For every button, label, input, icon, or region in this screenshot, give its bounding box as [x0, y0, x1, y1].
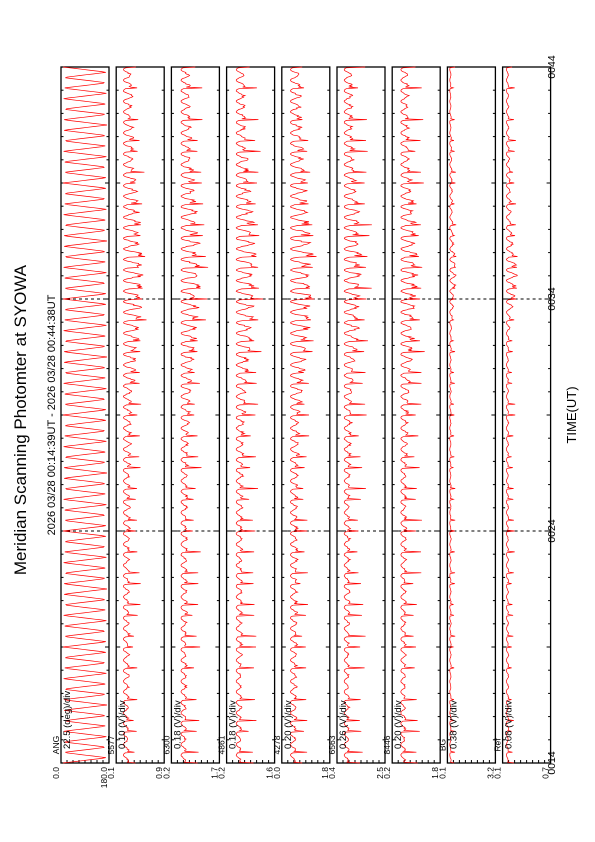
channel-name: 6563 — [327, 735, 337, 754]
value-max-label: 0.7 — [541, 767, 551, 779]
value-max-label: 1.8 — [430, 767, 440, 779]
x-tick-labels: 0014 0024 0034 0044 — [546, 55, 558, 775]
trace-ref — [505, 66, 518, 764]
trace-bg — [449, 66, 457, 764]
scale-label: 0.18 (V)/div — [228, 700, 239, 749]
panel-frame — [170, 66, 221, 764]
channel-name: BG — [437, 739, 447, 751]
trace-6563 — [343, 66, 372, 764]
scale-label: 22.5 (deg)/div — [62, 691, 73, 749]
x-tick-label: 0044 — [546, 55, 558, 79]
value-max-label: 1.7 — [209, 767, 219, 779]
value-max-label: 180.0 — [99, 767, 109, 789]
value-min-label: 0.0 — [272, 767, 282, 779]
scale-label: 0.20 (V)/div — [283, 700, 294, 749]
panel-frame — [391, 66, 441, 764]
panel-frame — [446, 66, 497, 764]
channel-name: ANG — [51, 736, 61, 754]
value-min-label: 0.1 — [493, 767, 503, 779]
trace-4861 — [235, 66, 264, 764]
channel-name: 4278 — [272, 735, 282, 754]
channel-name: 8446 — [382, 735, 392, 754]
value-min-label: 0.1 — [437, 767, 447, 779]
x-tick-label: 0024 — [546, 519, 558, 543]
scale-label: 0.38 (V)/div — [448, 700, 459, 749]
trace-5577 — [122, 66, 147, 764]
channel-name: 5577 — [106, 735, 116, 754]
channel-name: Ref — [493, 738, 503, 752]
panel-frame — [60, 66, 110, 764]
channel-name: 4861 — [217, 735, 227, 754]
value-max-label: 2.5 — [375, 767, 385, 779]
trace-ang — [62, 66, 108, 764]
scale-label: 0.26 (V)/div — [338, 700, 349, 749]
value-min-label: 0.4 — [327, 767, 337, 779]
x-axis-label: TIME(UT) — [564, 386, 579, 443]
value-min-label: 0.2 — [382, 767, 392, 779]
x-tick-label: 0014 — [546, 751, 558, 775]
chart-period: 2026 03/28 00:14:39UT - 2026 03/28 00:44… — [46, 294, 58, 535]
value-min-label: 0.0 — [51, 767, 61, 779]
channel-name: 6300 — [161, 735, 171, 754]
value-min-label: 0.2 — [161, 767, 171, 779]
trace-6300 — [180, 66, 209, 764]
scale-label: 0.08 (V)/div — [504, 700, 515, 749]
value-min-label: 0.2 — [217, 767, 227, 779]
panel-frame — [115, 66, 165, 764]
scale-label: 0.18 (V)/div — [172, 700, 183, 749]
value-max-label: 1.8 — [320, 767, 330, 779]
scale-label: 0.20 (V)/div — [393, 700, 404, 749]
trace-4278 — [289, 66, 317, 764]
scale-label: 0.10 (V)/div — [117, 700, 128, 749]
value-max-label: 0.9 — [154, 767, 164, 779]
value-max-label: 3.2 — [485, 767, 495, 779]
x-tick-label: 0034 — [546, 287, 558, 311]
chart-title: Meridian Scanning Photomter at SYOWA — [11, 264, 30, 575]
value-max-label: 1.6 — [265, 767, 275, 779]
trace-8446 — [400, 66, 425, 764]
value-min-label: 0.1 — [106, 767, 116, 779]
